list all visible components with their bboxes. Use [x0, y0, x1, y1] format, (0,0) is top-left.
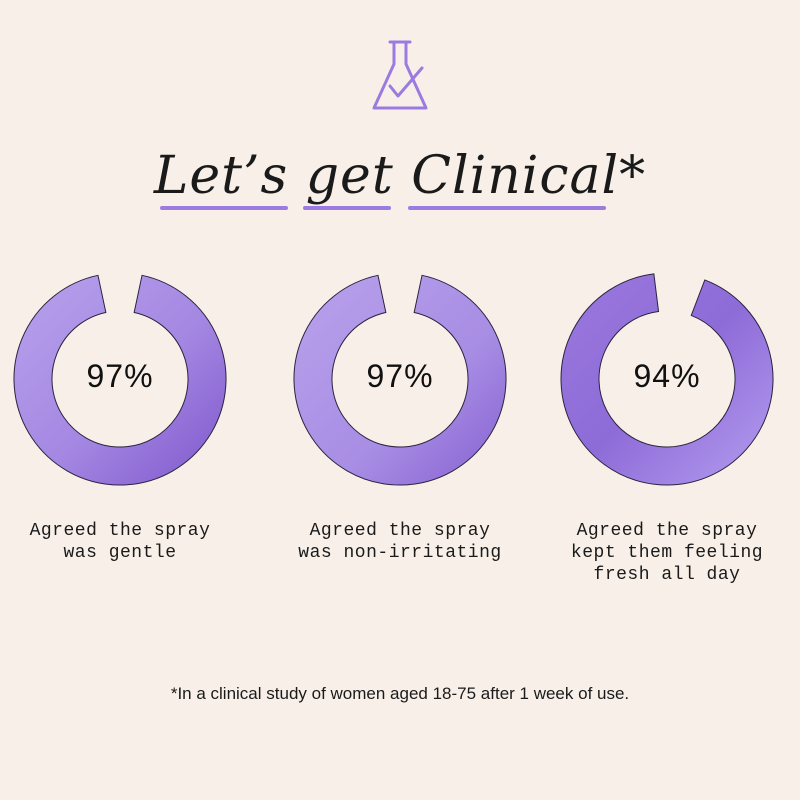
stat-3: 94% Agreed the spray kept them feeling f…: [547, 272, 787, 585]
donut-chart-2: [293, 274, 507, 486]
title-underline-3: [408, 206, 606, 210]
footnote: *In a clinical study of women aged 18-75…: [170, 684, 630, 703]
stat-3-caption: Agreed the spray kept them feeling fresh…: [570, 521, 764, 585]
donut-chart-1: [13, 274, 227, 486]
donut-arc-2: [293, 274, 507, 486]
page-title: Let’s get Clinical*: [153, 146, 647, 206]
stat-2-caption: Agreed the spray was non-irritating: [298, 521, 502, 563]
stat-1: 97% Agreed the spray was gentle: [0, 272, 240, 563]
donut-arc-3: [560, 273, 774, 486]
stat-2: 97% Agreed the spray was non-irritating: [280, 272, 520, 563]
title-underline-1: [160, 206, 288, 210]
title-underline-2: [303, 206, 391, 210]
stat-2-value: 97%: [366, 358, 434, 394]
stat-3-value: 94%: [633, 358, 701, 394]
stat-1-caption: Agreed the spray was gentle: [29, 521, 211, 563]
donut-arc-1: [13, 274, 227, 486]
beaker-check-icon: [372, 40, 428, 110]
donut-chart-3: [560, 273, 774, 486]
stat-1-value: 97%: [86, 358, 154, 394]
